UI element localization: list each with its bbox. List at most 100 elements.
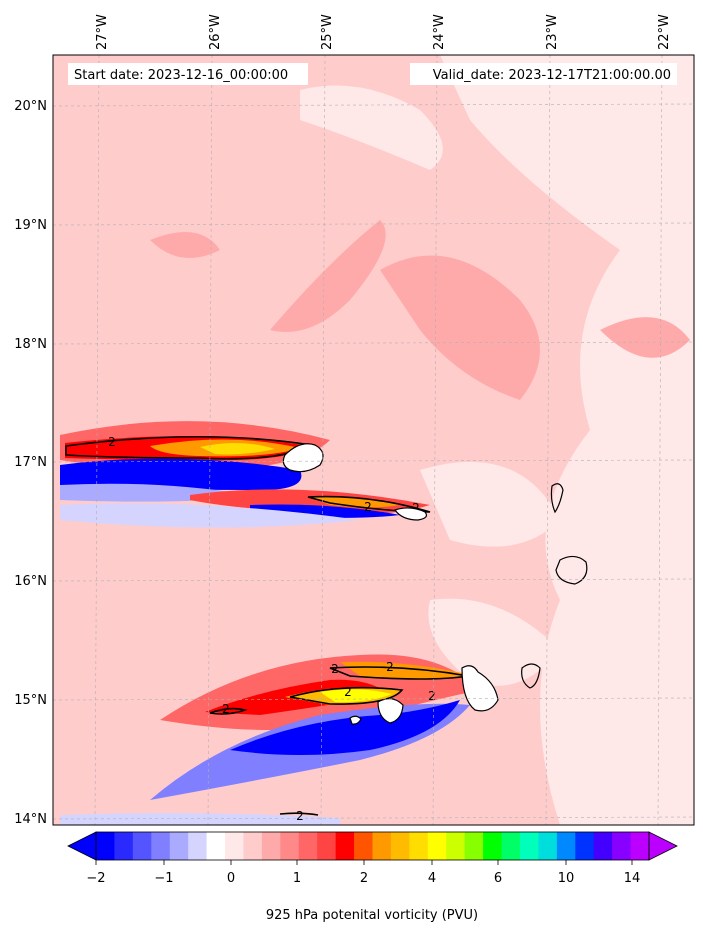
contour-label: 2 bbox=[108, 435, 116, 449]
colorbar-tick: 10 bbox=[558, 871, 575, 886]
valid-date-label: Valid_date: 2023-12-17T21:00:00.00 bbox=[433, 68, 671, 83]
pv-band-south-yellow bbox=[320, 689, 392, 703]
parallel-20n bbox=[53, 103, 694, 107]
colorbar-cell bbox=[519, 832, 539, 860]
island-sao-nicolau bbox=[394, 507, 428, 521]
colorbar-cell bbox=[206, 832, 226, 860]
colorbar-cell bbox=[390, 832, 410, 860]
lat-tick: 15°N bbox=[14, 693, 47, 708]
island-sal bbox=[550, 483, 564, 514]
colorbar-cell bbox=[372, 832, 392, 860]
island-santo-antao bbox=[282, 443, 324, 473]
colorbar-cell bbox=[501, 832, 521, 860]
contour-2-bottom bbox=[279, 812, 319, 816]
parallel-16n bbox=[53, 578, 694, 582]
meridian-27w bbox=[94, 55, 100, 825]
pv-low-patch-south bbox=[428, 598, 560, 686]
colorbar-cell bbox=[243, 832, 263, 860]
parallel-15n bbox=[53, 697, 694, 701]
lon-tick: 27°W bbox=[95, 14, 110, 50]
colorbar-cell bbox=[409, 832, 429, 860]
pv-band-mid-fringe bbox=[60, 503, 360, 528]
colorbar-cell bbox=[132, 832, 152, 860]
island-brava bbox=[349, 715, 362, 725]
contour-label: 2 bbox=[364, 500, 372, 514]
pv-band-south-negative bbox=[230, 700, 460, 755]
contour-label: 2 bbox=[428, 689, 436, 703]
colorbar-cell bbox=[538, 832, 558, 860]
colorbar-cell bbox=[114, 832, 134, 860]
colorbar-cell bbox=[446, 832, 466, 860]
start-date-box bbox=[68, 63, 308, 85]
graticule bbox=[53, 55, 694, 825]
contour-2-south bbox=[289, 686, 404, 705]
colorbar-label: 925 hPa potenital vorticity (PVU) bbox=[266, 908, 478, 923]
contour-2-north bbox=[65, 435, 315, 460]
colorbar-min-extend bbox=[67, 831, 97, 861]
contour-label: 2 bbox=[331, 662, 339, 676]
colorbar-cell bbox=[317, 832, 337, 860]
lat-tick: 19°N bbox=[14, 218, 47, 233]
colorbar-tick: −1 bbox=[154, 871, 173, 886]
colorbar-cell bbox=[169, 832, 189, 860]
colorbar-tick: 4 bbox=[428, 871, 436, 886]
colorbar-tick: 6 bbox=[494, 871, 502, 886]
pv-streak-north bbox=[270, 220, 386, 332]
colorbar-cell bbox=[354, 832, 373, 860]
colorbar-tick: 14 bbox=[624, 871, 641, 886]
colorbar-cell bbox=[427, 832, 447, 860]
pv-patch-west bbox=[150, 232, 220, 258]
colorbar-frame bbox=[95, 831, 650, 861]
colorbar-cell bbox=[630, 832, 650, 860]
pv-band-north-yellow bbox=[200, 442, 275, 455]
parallel-19n bbox=[53, 222, 694, 226]
colorbar-cell bbox=[556, 832, 576, 860]
lon-tick: 24°W bbox=[432, 14, 447, 50]
start-date-label: Start date: 2023-12-16_00:00:00 bbox=[74, 68, 288, 83]
contour-label: 2 bbox=[344, 685, 352, 699]
lat-tick-labels: 20°N 19°N 18°N 17°N 16°N 15°N 14°N bbox=[14, 99, 47, 827]
island-maio bbox=[521, 663, 541, 689]
colorbar-cell bbox=[593, 832, 613, 860]
pv-low-patch-mid bbox=[420, 461, 560, 547]
colorbar-tick: 0 bbox=[227, 871, 235, 886]
lon-tick: 26°W bbox=[208, 14, 223, 50]
map-frame bbox=[52, 54, 695, 826]
pv-patch-east bbox=[600, 317, 690, 358]
map-panel: 2 2 2 2 2 2 2 2 2 bbox=[53, 55, 694, 825]
lat-tick: 20°N bbox=[14, 99, 47, 114]
colorbar-cell bbox=[298, 832, 318, 860]
colorbar-cell bbox=[483, 832, 503, 860]
valid-date-box bbox=[410, 63, 677, 85]
colorbar-cell bbox=[464, 832, 484, 860]
contour-label: 2 bbox=[386, 660, 394, 674]
island-boa-vista bbox=[555, 555, 588, 585]
lon-tick: 23°W bbox=[545, 14, 560, 50]
colorbar-tick: 2 bbox=[360, 871, 368, 886]
meridian-22w bbox=[657, 55, 663, 825]
colorbar-tick-marks bbox=[95, 860, 633, 865]
lon-tick-labels: 27°W 26°W 25°W 24°W 23°W 22°W bbox=[95, 14, 672, 50]
lon-tick: 22°W bbox=[657, 14, 672, 50]
lat-tick: 18°N bbox=[14, 337, 47, 352]
pv-band-bottom-fringe bbox=[60, 813, 340, 825]
colorbar-tick-labels: −2 −1 0 1 2 4 6 10 14 bbox=[86, 871, 640, 886]
lat-tick: 17°N bbox=[14, 455, 47, 470]
colorbar-cell bbox=[280, 832, 300, 860]
colorbar bbox=[96, 832, 650, 860]
parallel-14n bbox=[53, 816, 694, 820]
meridian-24w bbox=[432, 55, 438, 825]
parallel-18n bbox=[53, 341, 694, 345]
meridian-26w bbox=[207, 55, 213, 825]
colorbar-max-extend bbox=[648, 831, 678, 861]
colorbar-cell bbox=[188, 832, 208, 860]
lon-tick: 25°W bbox=[320, 14, 335, 50]
colorbar-cell bbox=[335, 832, 355, 860]
meridian-25w bbox=[320, 55, 326, 825]
colorbar-tick: 1 bbox=[293, 871, 301, 886]
meridian-23w bbox=[545, 55, 551, 825]
colorbar-cell bbox=[612, 832, 632, 860]
colorbar-cell bbox=[225, 832, 244, 860]
